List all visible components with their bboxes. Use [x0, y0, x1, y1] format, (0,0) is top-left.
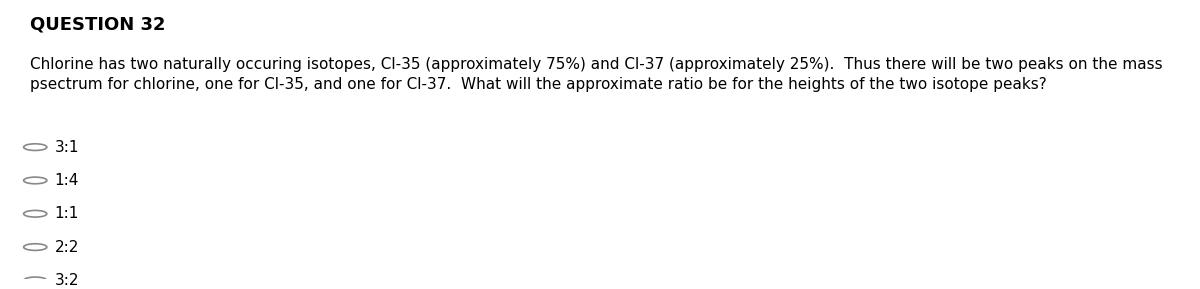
Text: QUESTION 32: QUESTION 32 [30, 15, 166, 33]
Text: 3:2: 3:2 [54, 273, 79, 288]
Text: Chlorine has two naturally occuring isotopes, Cl-35 (approximately 75%) and Cl-3: Chlorine has two naturally occuring isot… [30, 57, 1163, 92]
Text: 1:1: 1:1 [54, 206, 79, 221]
Text: 1:4: 1:4 [54, 173, 79, 188]
Text: 3:1: 3:1 [54, 140, 79, 155]
Text: 2:2: 2:2 [54, 240, 79, 255]
